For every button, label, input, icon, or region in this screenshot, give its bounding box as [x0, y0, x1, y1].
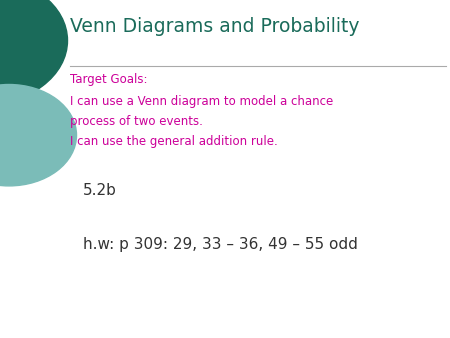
Text: I can use a Venn diagram to model a chance: I can use a Venn diagram to model a chan… — [70, 95, 333, 107]
Text: I can use the general addition rule.: I can use the general addition rule. — [70, 135, 278, 148]
Text: 5.2b: 5.2b — [83, 183, 117, 197]
Circle shape — [0, 0, 68, 105]
Text: process of two events.: process of two events. — [70, 115, 203, 128]
Text: Target Goals:: Target Goals: — [70, 73, 147, 86]
Text: Venn Diagrams and Probability: Venn Diagrams and Probability — [70, 17, 359, 36]
Circle shape — [0, 84, 76, 186]
Text: h.w: p 309: 29, 33 – 36, 49 – 55 odd: h.w: p 309: 29, 33 – 36, 49 – 55 odd — [83, 237, 358, 251]
